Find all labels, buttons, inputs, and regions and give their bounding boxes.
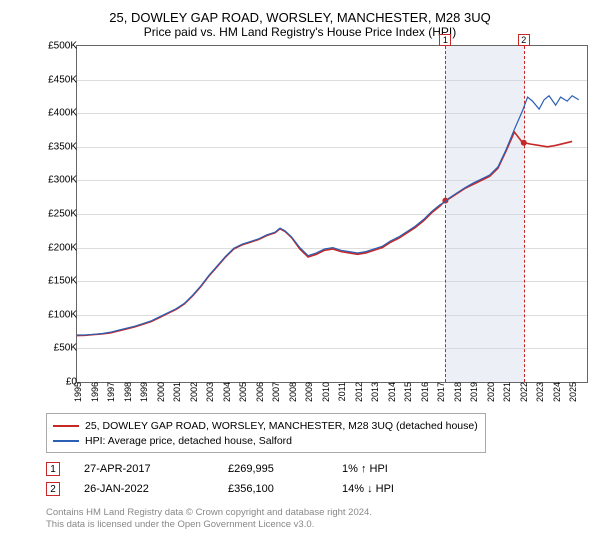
x-axis-label: 2019: [469, 382, 479, 402]
legend-label: HPI: Average price, detached house, Salf…: [85, 435, 292, 447]
sale-marker-box: 1: [46, 462, 60, 476]
x-axis-label: 2015: [403, 382, 413, 402]
x-axis-label: 1996: [90, 382, 100, 402]
legend-swatch: [53, 440, 79, 442]
x-axis-label: 2009: [304, 382, 314, 402]
sales-table: 1 27-APR-2017 £269,995 1% ↑ HPI 2 26-JAN…: [46, 459, 588, 499]
y-axis-label: £200K: [48, 242, 77, 253]
x-axis-label: 2007: [271, 382, 281, 402]
y-axis-label: £250K: [48, 209, 77, 220]
x-axis-label: 2017: [436, 382, 446, 402]
sale-price: £356,100: [228, 483, 318, 495]
x-axis-label: 2005: [238, 382, 248, 402]
x-axis-label: 2002: [189, 382, 199, 402]
y-axis-label: £150K: [48, 276, 77, 287]
chart-svg: [77, 46, 587, 382]
y-axis-label: £400K: [48, 108, 77, 119]
plot-area: £0£50K£100K£150K£200K£250K£300K£350K£400…: [32, 45, 588, 403]
x-axis-label: 2004: [222, 382, 232, 402]
x-axis-label: 2023: [535, 382, 545, 402]
sale-date: 27-APR-2017: [84, 463, 204, 475]
sale-marker-number: 1: [439, 34, 451, 46]
series-hpi: [77, 96, 579, 335]
title-line-1: 25, DOWLEY GAP ROAD, WORSLEY, MANCHESTER…: [12, 10, 588, 25]
y-axis-label: £100K: [48, 309, 77, 320]
sale-point: [521, 140, 527, 146]
y-axis-label: £500K: [48, 41, 77, 52]
y-axis-label: £350K: [48, 141, 77, 152]
x-axis-label: 1998: [123, 382, 133, 402]
x-axis-label: 2010: [321, 382, 331, 402]
x-axis-label: 2001: [172, 382, 182, 402]
legend-item: 25, DOWLEY GAP ROAD, WORSLEY, MANCHESTER…: [53, 418, 479, 433]
y-axis-label: £450K: [48, 74, 77, 85]
x-axis-label: 2022: [519, 382, 529, 402]
y-axis-label: £50K: [54, 343, 77, 354]
x-axis-label: 2016: [420, 382, 430, 402]
sale-marker-box: 2: [46, 482, 60, 496]
x-axis-label: 2006: [255, 382, 265, 402]
x-axis-label: 2024: [552, 382, 562, 402]
sale-diff: 14% ↓ HPI: [342, 483, 432, 495]
x-axis-label: 2000: [156, 382, 166, 402]
x-axis-label: 1997: [106, 382, 116, 402]
x-axis-label: 2014: [387, 382, 397, 402]
title-line-2: Price paid vs. HM Land Registry's House …: [12, 25, 588, 39]
sale-price: £269,995: [228, 463, 318, 475]
x-axis-label: 1995: [73, 382, 83, 402]
x-axis-label: 2003: [205, 382, 215, 402]
x-axis-label: 2020: [486, 382, 496, 402]
x-axis-label: 2021: [502, 382, 512, 402]
legend-label: 25, DOWLEY GAP ROAD, WORSLEY, MANCHESTER…: [85, 420, 478, 432]
sale-marker-number: 2: [518, 34, 530, 46]
sale-date: 26-JAN-2022: [84, 483, 204, 495]
chart-container: 25, DOWLEY GAP ROAD, WORSLEY, MANCHESTER…: [0, 0, 600, 560]
y-axis-label: £300K: [48, 175, 77, 186]
sale-row: 1 27-APR-2017 £269,995 1% ↑ HPI: [46, 459, 588, 479]
x-axis-label: 2013: [370, 382, 380, 402]
footer-line-2: This data is licensed under the Open Gov…: [46, 519, 314, 530]
sale-row: 2 26-JAN-2022 £356,100 14% ↓ HPI: [46, 479, 588, 499]
legend-item: HPI: Average price, detached house, Salf…: [53, 433, 479, 448]
x-axis-label: 2012: [354, 382, 364, 402]
legend-swatch: [53, 425, 79, 427]
x-axis-label: 2011: [337, 382, 347, 401]
x-axis-label: 2008: [288, 382, 298, 402]
footer-line-1: Contains HM Land Registry data © Crown c…: [46, 507, 372, 518]
footer: Contains HM Land Registry data © Crown c…: [46, 507, 588, 532]
x-axis-label: 1999: [139, 382, 149, 402]
x-axis-label: 2025: [568, 382, 578, 402]
x-axis-label: 2018: [453, 382, 463, 402]
series-property: [77, 132, 572, 336]
sale-diff: 1% ↑ HPI: [342, 463, 432, 475]
plot-background: £0£50K£100K£150K£200K£250K£300K£350K£400…: [76, 45, 588, 383]
legend-box: 25, DOWLEY GAP ROAD, WORSLEY, MANCHESTER…: [46, 413, 486, 453]
